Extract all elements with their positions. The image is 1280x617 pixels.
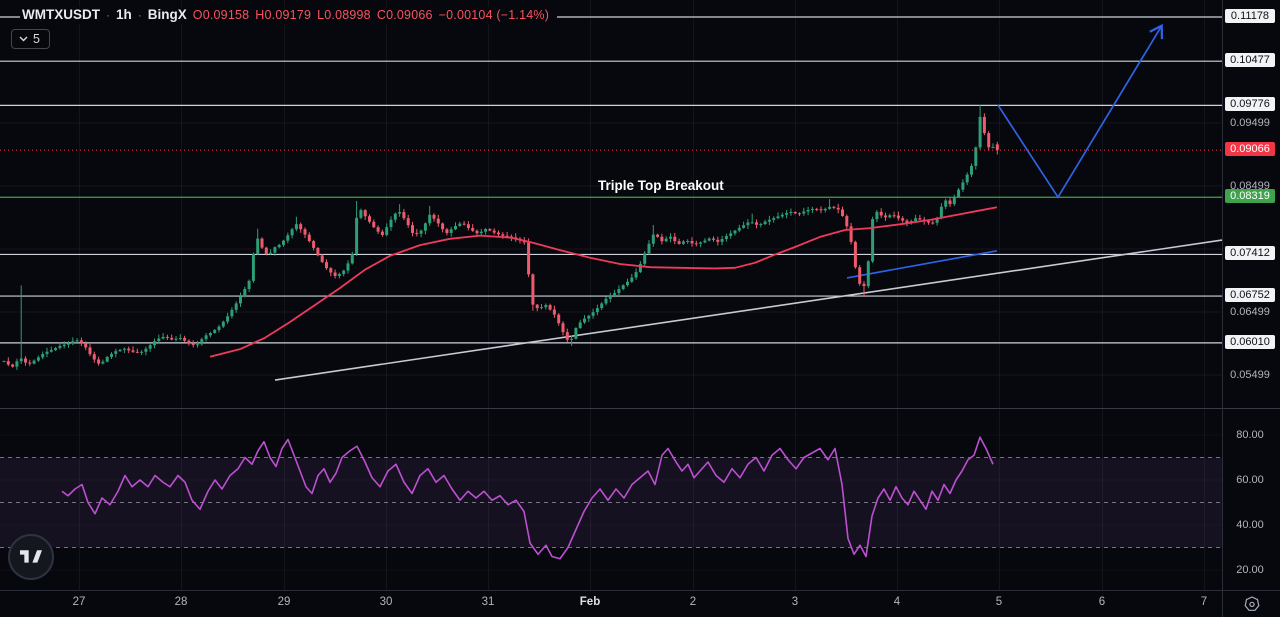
price-label-line: 0.11178: [1225, 9, 1275, 23]
time-label: 4: [893, 596, 901, 608]
price-axis[interactable]: 0.11178 0.10477 0.09776 0.09499 0.09066 0.084…: [1222, 0, 1280, 590]
chevron-down-icon: [19, 36, 28, 42]
change-value: −0.00104 (−1.14%): [438, 8, 550, 22]
price-label-line: 0.10477: [1225, 53, 1275, 68]
price-label-line: 0.07412: [1225, 246, 1275, 261]
legend-separator: ·: [106, 8, 110, 22]
price-label-line: 0.06010: [1225, 334, 1275, 349]
price-label-line: 0.06752: [1225, 288, 1275, 303]
time-label: 27: [72, 596, 86, 608]
ohlc-high: H0.09179: [255, 8, 312, 22]
price-scale-settings-icon[interactable]: [1244, 596, 1260, 611]
time-label: 28: [174, 596, 188, 608]
symbol-name[interactable]: WMTXUSDT: [22, 7, 100, 22]
time-label: 5: [995, 596, 1003, 608]
time-label: 6: [1098, 596, 1106, 608]
price-label-tick: 0.06499: [1230, 306, 1270, 318]
indicators-collapse-button[interactable]: 5: [11, 29, 50, 49]
price-label-tick: 0.05499: [1230, 369, 1270, 382]
projection-arrow: [997, 23, 1164, 199]
time-label: 7: [1200, 596, 1208, 608]
price-label-tick: 0.08499: [1230, 179, 1270, 192]
triple-top-breakout-label[interactable]: Triple Top Breakout: [598, 178, 724, 193]
time-label: 3: [791, 596, 799, 608]
rsi-scale-label: 60.00: [1236, 474, 1264, 486]
symbol-legend: WMTXUSDT · 1h · BingX O0.09158 H0.09179 …: [20, 7, 558, 24]
price-label-green: 0.08319: [1225, 189, 1275, 204]
legend-separator: ·: [137, 8, 142, 22]
ohlc-low: L0.08998: [317, 8, 371, 22]
price-label-tick: 0.09499: [1230, 116, 1270, 129]
rsi-scale-label: 80.00: [1236, 429, 1264, 441]
time-label: 31: [481, 596, 495, 608]
trendlines: [274, 239, 1223, 381]
tradingview-logo[interactable]: [8, 534, 54, 580]
rsi-scale-label: 20.00: [1236, 564, 1264, 576]
candles-series: [2, 105, 999, 370]
ohlc-open: O0.09158: [192, 8, 250, 22]
rsi-band: [0, 457, 1222, 548]
time-label: 2: [689, 596, 697, 608]
price-label-line: 0.09776: [1225, 97, 1275, 112]
rsi-line: [61, 436, 994, 560]
time-axis[interactable]: 27 28 29 30 31 Feb 2 3 4 5 6 7: [0, 590, 1280, 617]
indicators-count: 5: [33, 32, 40, 46]
grid-lines: [0, 0, 1222, 590]
price-label-current: 0.09066: [1225, 142, 1275, 157]
ohlc-close: C0.09066: [376, 8, 433, 22]
time-label: Feb: [579, 596, 601, 608]
time-label: 30: [379, 596, 393, 608]
rsi-scale-label: 40.00: [1236, 519, 1264, 531]
interval-label[interactable]: 1h: [116, 7, 132, 22]
ma-line: [209, 206, 998, 358]
time-label: 29: [277, 596, 291, 608]
exchange-label: BingX: [147, 7, 187, 22]
